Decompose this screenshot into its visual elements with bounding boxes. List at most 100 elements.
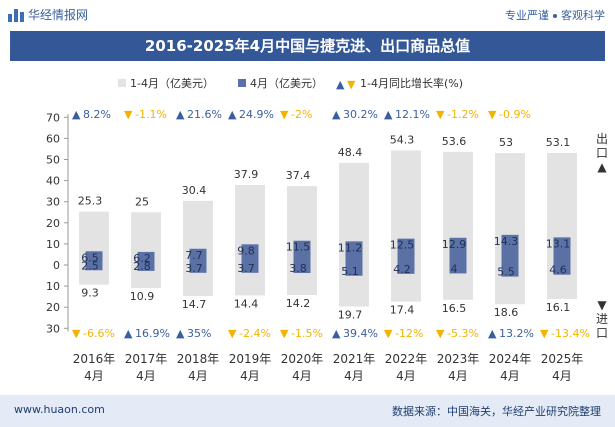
import-april-bar bbox=[189, 265, 207, 273]
export-april-label: 6.2 bbox=[133, 252, 151, 265]
export-april-bar bbox=[553, 237, 571, 265]
export-cumulative-label: 53.1 bbox=[546, 136, 571, 149]
export-cumulative-label: 25.3 bbox=[78, 195, 103, 208]
chart-title: 2016-2025年4月中国与捷克进、出口商品总值 bbox=[144, 37, 471, 55]
down-triangle-icon: ▼ bbox=[280, 327, 289, 340]
x-tick-label: 4月 bbox=[292, 369, 312, 383]
brand-logo[interactable]: 华经情报网 bbox=[8, 6, 88, 23]
x-tick-label: 2024年 bbox=[489, 352, 532, 366]
import-cumulative-label: 19.7 bbox=[338, 309, 363, 322]
up-triangle-icon: ▲ bbox=[72, 108, 81, 121]
up-triangle-icon: ▲ bbox=[488, 327, 497, 340]
import-april-label: 4 bbox=[451, 262, 458, 275]
x-tick-label: 4月 bbox=[552, 369, 572, 383]
import-april-label: 3.7 bbox=[185, 262, 203, 275]
x-tick-label: 4月 bbox=[84, 369, 104, 383]
x-tick-label: 2021年 bbox=[333, 352, 376, 366]
import-april-label: 4.6 bbox=[549, 264, 567, 277]
export-yoy-label: 30.2% bbox=[343, 108, 378, 121]
export-cumulative-label: 37.9 bbox=[234, 168, 259, 181]
import-april-bar bbox=[501, 265, 519, 277]
y-tick-label: 10 bbox=[46, 238, 60, 251]
tagline-right: 客观科学 bbox=[561, 9, 605, 22]
import-april-label: 5.5 bbox=[497, 266, 515, 279]
title-bar: 2016-2025年4月中国与捷克进、出口商品总值 bbox=[10, 31, 605, 61]
export-cumulative-label: 48.4 bbox=[338, 146, 363, 159]
export-april-bar bbox=[189, 248, 207, 265]
down-triangle-icon: ▼ bbox=[124, 108, 133, 121]
down-triangle-icon: ▼ bbox=[280, 108, 289, 121]
x-tick-label: 4月 bbox=[500, 369, 520, 383]
import-april-bar bbox=[345, 265, 363, 276]
import-cumulative-label: 14.7 bbox=[182, 298, 207, 311]
import-april-bar bbox=[137, 265, 155, 271]
import-april-label: 5.1 bbox=[341, 265, 359, 278]
export-april-label: 7.7 bbox=[185, 249, 203, 262]
footer-source: 数据来源：中国海关，华经产业研究院整理 bbox=[392, 405, 601, 418]
import-april-bar bbox=[241, 265, 259, 273]
import-april-label: 3.8 bbox=[289, 262, 307, 275]
legend-swatch bbox=[118, 79, 126, 87]
x-tick-label: 4月 bbox=[188, 369, 208, 383]
export-yoy-label: 21.6% bbox=[187, 108, 222, 121]
import-cumulative-label: 14.2 bbox=[286, 297, 311, 310]
import-yoy-label: 13.2% bbox=[499, 327, 534, 340]
up-triangle-icon: ▲ bbox=[384, 108, 393, 121]
x-tick-label: 4月 bbox=[136, 369, 156, 383]
export-cumulative-label: 25 bbox=[135, 195, 149, 208]
import-cumulative-label: 18.6 bbox=[494, 306, 519, 319]
footer-url[interactable]: www.huaon.com bbox=[14, 403, 105, 416]
y-tick-label: 20 bbox=[46, 301, 60, 314]
down-triangle-icon: ▼ bbox=[436, 327, 445, 340]
import-april-bar bbox=[85, 265, 103, 271]
import-cumulative-label: 14.4 bbox=[234, 297, 259, 310]
up-triangle-icon: ▲ bbox=[332, 327, 341, 340]
export-april-label: 13.1 bbox=[546, 237, 571, 250]
export-april-label: 6.5 bbox=[81, 251, 99, 264]
legend-down-icon: ▼ bbox=[347, 78, 356, 91]
y-tick-label: 70 bbox=[46, 111, 60, 124]
legend-swatch bbox=[238, 79, 246, 87]
export-april-label: 9.8 bbox=[237, 244, 255, 257]
export-yoy-label: -0.9% bbox=[499, 108, 531, 121]
legend-label: 1-4月同比增长率(%) bbox=[360, 76, 463, 90]
export-april-label: 12.5 bbox=[390, 239, 415, 252]
bullet-icon bbox=[553, 14, 557, 18]
legend-label: 4月（亿美元） bbox=[250, 77, 323, 90]
down-triangle-icon: ▼ bbox=[384, 327, 393, 340]
export-april-bar bbox=[293, 240, 311, 265]
down-triangle-icon: ▼ bbox=[228, 327, 237, 340]
up-triangle-icon: ▲ bbox=[124, 327, 133, 340]
up-triangle-icon: ▲ bbox=[597, 160, 607, 174]
import-cumulative-label: 16.1 bbox=[546, 301, 571, 314]
export-yoy-label: 12.1% bbox=[395, 108, 430, 121]
y-tick-label: 60 bbox=[46, 132, 60, 145]
export-april-bar bbox=[501, 234, 519, 265]
brand-name: 华经情报网 bbox=[28, 8, 89, 22]
top-bar: 华经情报网 专业严谨 客观科学 bbox=[0, 0, 615, 28]
import-yoy-label: 16.9% bbox=[135, 327, 170, 340]
export-yoy-label: -2% bbox=[291, 108, 312, 121]
y-tick-label: 40 bbox=[46, 175, 60, 188]
import-cumulative-label: 17.4 bbox=[390, 304, 415, 317]
down-triangle-icon: ▼ bbox=[540, 327, 549, 340]
import-yoy-label: -12% bbox=[395, 327, 423, 340]
export-yoy-label: -1.2% bbox=[447, 108, 479, 121]
import-cumulative-label: 9.3 bbox=[81, 287, 99, 300]
export-april-bar bbox=[85, 251, 103, 265]
legend-label: 1-4月（亿美元） bbox=[130, 77, 214, 90]
x-tick-label: 2016年 bbox=[73, 352, 116, 366]
import-yoy-label: -6.6% bbox=[83, 327, 115, 340]
export-yoy-label: -1.1% bbox=[135, 108, 167, 121]
bar-chart-icon bbox=[8, 8, 24, 22]
import-yoy-label: -13.4% bbox=[551, 327, 590, 340]
up-triangle-icon: ▲ bbox=[228, 108, 237, 121]
export-cumulative-label: 53 bbox=[499, 136, 513, 149]
export-april-bar bbox=[397, 238, 415, 265]
x-tick-label: 4月 bbox=[240, 369, 260, 383]
y-tick-label: 0 bbox=[53, 259, 60, 272]
down-triangle-icon: ▼ bbox=[488, 108, 497, 121]
export-april-bar bbox=[345, 241, 363, 265]
export-april-label: 11.5 bbox=[286, 241, 311, 254]
down-triangle-icon: ▼ bbox=[72, 327, 81, 340]
